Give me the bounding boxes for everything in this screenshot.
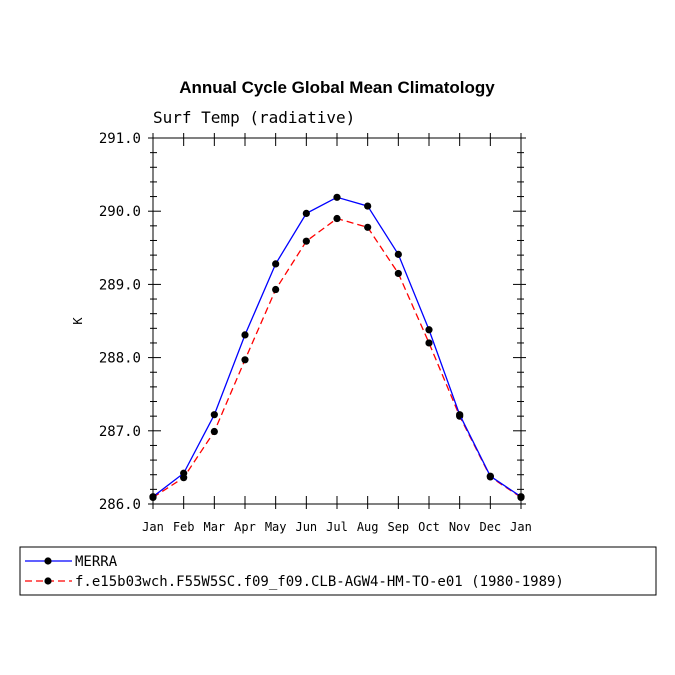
x-tick-label: Oct (418, 520, 440, 534)
y-tick-label: 291.0 (99, 131, 141, 147)
data-point-merra (425, 326, 433, 334)
x-tick-label: Mar (203, 520, 225, 534)
data-point-merra (272, 260, 280, 268)
x-tick-label: Sep (387, 520, 409, 534)
data-point-merra (364, 202, 372, 210)
y-tick-label: 286.0 (99, 497, 141, 513)
series-line-model (152, 217, 522, 498)
x-tick-label: Feb (173, 520, 195, 534)
x-tick-label: Jun (295, 520, 317, 534)
x-tick-label: Jan (510, 520, 532, 534)
data-point-model (302, 237, 310, 245)
y-tick-label: 287.0 (99, 424, 141, 440)
series-line-merra (152, 196, 522, 498)
data-point-model (210, 427, 218, 436)
data-point-model (425, 339, 433, 347)
data-point-merra (456, 411, 464, 419)
data-point-merra (486, 472, 494, 480)
data-point-model (241, 356, 249, 364)
data-point-merra (333, 193, 341, 201)
legend-box (19, 546, 657, 596)
x-tick-label: Jul (326, 520, 348, 534)
data-point-merra (394, 250, 402, 258)
y-tick-label: 288.0 (99, 351, 141, 367)
x-tick-label: Apr (234, 520, 256, 534)
x-tick-label: Nov (449, 520, 471, 534)
plot-frame (152, 137, 522, 505)
data-point-model (394, 269, 402, 278)
legend-marker-merra (44, 557, 52, 565)
legend-marker-model (44, 577, 52, 585)
data-point-model (364, 223, 372, 231)
legend: MERRA f.e15b03wch.F55W5SC.f09_f09.CLB-AGW… (25, 554, 564, 590)
axis-ticks: 286.0 287.0 288.0 289.0 290.0 291.0 Jan Feb Mar A… (99, 131, 532, 534)
x-tick-label: Dec (479, 520, 501, 534)
chart-title: Annual Cycle Global Mean Climatology (179, 78, 495, 97)
data-point-merra (241, 331, 249, 339)
legend-label-merra: MERRA (75, 554, 118, 570)
y-tick-label: 290.0 (99, 204, 141, 220)
x-tick-label: Jan (142, 520, 164, 534)
data-point-merra (210, 411, 218, 419)
data-point-merra (149, 493, 157, 501)
data-point-model (272, 285, 280, 294)
x-tick-label: Aug (357, 520, 379, 534)
y-axis-label: K (71, 317, 85, 325)
x-tick-label: May (265, 520, 287, 534)
chart-subtitle: Surf Temp (radiative) (153, 108, 355, 127)
y-tick-label: 289.0 (99, 277, 141, 293)
legend-label-model: f.e15b03wch.F55W5SC.f09_f09.CLB-AGW4-HM-… (75, 574, 564, 590)
data-point-merra (180, 469, 188, 477)
data-point-merra (302, 209, 310, 217)
series-layer (149, 193, 525, 502)
data-point-merra (517, 493, 525, 501)
data-point-model (333, 214, 341, 223)
